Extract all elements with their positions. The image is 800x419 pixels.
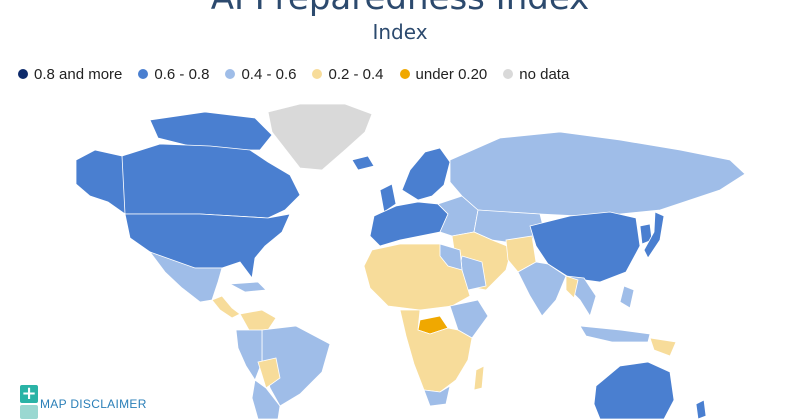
legend: 0.8 and more 0.6 - 0.8 0.4 - 0.6 0.2 - 0… bbox=[18, 64, 585, 84]
region-iceland[interactable] bbox=[351, 155, 375, 171]
world-map bbox=[75, 103, 746, 419]
legend-dot bbox=[138, 69, 149, 79]
legend-dot bbox=[503, 69, 514, 79]
region-china[interactable] bbox=[529, 211, 641, 283]
legend-dot bbox=[399, 69, 410, 79]
region-arctic-islands[interactable] bbox=[149, 111, 273, 151]
region-central-africa[interactable] bbox=[399, 309, 473, 393]
legend-item-0.8-and-more[interactable]: 0.8 and more bbox=[18, 66, 122, 83]
region-new-zealand[interactable] bbox=[695, 399, 707, 419]
legend-item-0.6-0.8[interactable]: 0.6 - 0.8 bbox=[138, 66, 209, 83]
map-title: AI Preparedness Index bbox=[0, 0, 800, 18]
region-india[interactable] bbox=[517, 261, 567, 317]
disclaimer-link[interactable]: MAP DISCLAIMER bbox=[40, 397, 147, 411]
legend-item-0.2-0.4[interactable]: 0.2 - 0.4 bbox=[312, 65, 384, 83]
region-western-europe[interactable] bbox=[369, 201, 449, 247]
legend-dot bbox=[225, 69, 236, 79]
region-greenland[interactable] bbox=[267, 103, 373, 171]
legend-item-no-data[interactable]: no data bbox=[503, 66, 569, 83]
region-canada[interactable] bbox=[117, 143, 301, 219]
legend-item-0.4-0.6[interactable]: 0.4 - 0.6 bbox=[225, 66, 296, 83]
region-russia[interactable] bbox=[449, 131, 746, 217]
legend-label: 0.8 and more bbox=[34, 65, 123, 83]
region-scandinavia[interactable] bbox=[401, 147, 451, 201]
legend-dot bbox=[312, 69, 323, 79]
legend-label: 0.6 - 0.8 bbox=[154, 65, 210, 83]
region-myanmar[interactable] bbox=[565, 275, 579, 299]
region-alaska[interactable] bbox=[75, 149, 126, 215]
legend-label: under 0.20 bbox=[415, 65, 488, 83]
legend-dot bbox=[18, 69, 28, 79]
region-caribbean[interactable] bbox=[228, 281, 267, 293]
legend-label: no data bbox=[519, 65, 570, 83]
region-central-america[interactable] bbox=[211, 295, 241, 319]
region-united-kingdom[interactable] bbox=[379, 183, 397, 213]
region-japan[interactable] bbox=[643, 211, 665, 259]
region-east-africa[interactable] bbox=[449, 299, 489, 339]
region-southern-cone[interactable] bbox=[251, 379, 281, 419]
legend-item-under-0.20[interactable]: under 0.20 bbox=[399, 65, 488, 83]
region-philippines[interactable] bbox=[619, 285, 635, 309]
region-papua[interactable] bbox=[649, 337, 677, 357]
region-australia[interactable] bbox=[593, 361, 675, 419]
plus-icon[interactable]: + bbox=[20, 383, 38, 404]
map-disclaimer[interactable]: + MAP DISCLAIMER bbox=[20, 383, 147, 419]
region-southern-africa[interactable] bbox=[423, 385, 451, 407]
region-andes[interactable] bbox=[235, 329, 263, 381]
region-indonesia[interactable] bbox=[579, 325, 651, 343]
region-bolivia[interactable] bbox=[257, 357, 281, 389]
region-morocco-tunisia-egypt[interactable] bbox=[439, 243, 463, 271]
plus-icon-shadow bbox=[20, 405, 38, 419]
legend-label: 0.4 - 0.6 bbox=[241, 65, 297, 83]
legend-label: 0.2 - 0.4 bbox=[328, 65, 384, 83]
map-subtitle: Index bbox=[372, 20, 428, 44]
region-venezuela[interactable] bbox=[239, 309, 277, 333]
region-madagascar[interactable] bbox=[473, 365, 485, 391]
